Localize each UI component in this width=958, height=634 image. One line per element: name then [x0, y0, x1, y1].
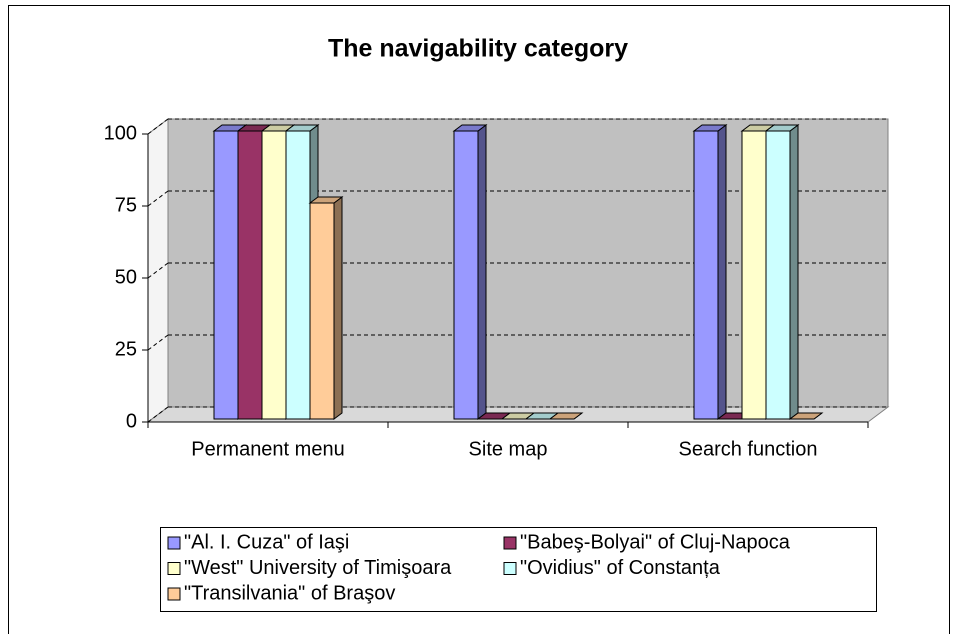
legend-label: "West" University of Timişoara	[184, 557, 452, 579]
y-tick-label: 25	[115, 338, 137, 360]
bar-side	[333, 196, 343, 420]
legend-label: "Al. I. Cuza" of Iaşi	[184, 531, 349, 553]
bar	[788, 412, 824, 420]
x-tick-label: Search function	[679, 438, 818, 460]
x-tick-label: Permanent menu	[191, 438, 344, 460]
bar-top	[548, 412, 584, 420]
bar	[308, 196, 344, 420]
y-tick-label: 0	[126, 410, 137, 432]
bar-top	[788, 412, 824, 420]
y-tick-label: 100	[104, 122, 137, 144]
legend	[160, 527, 877, 612]
bar	[548, 412, 584, 420]
legend-swatch	[503, 536, 517, 550]
bar	[692, 124, 728, 420]
y-tick-label: 50	[115, 266, 137, 288]
legend-label: "Transilvania" of Braşov	[184, 582, 395, 604]
bar-side	[789, 124, 799, 420]
bar-front	[261, 130, 287, 420]
bar-side	[717, 124, 727, 420]
bar-front	[309, 202, 335, 420]
legend-swatch	[167, 536, 181, 550]
bar-front	[213, 130, 239, 420]
bar-front	[237, 130, 263, 420]
legend-label: "Ovidius" of Constanța	[520, 557, 721, 579]
bar-front	[741, 130, 767, 420]
bar-front	[285, 130, 311, 420]
y-tick-label: 75	[115, 194, 137, 216]
bar-front	[765, 130, 791, 420]
bar	[764, 124, 800, 420]
legend-swatch	[503, 562, 517, 575]
x-tick-label: Site map	[469, 438, 548, 460]
bar-front	[693, 130, 719, 420]
bar-side	[477, 124, 487, 420]
bar	[452, 124, 488, 420]
side-wall	[147, 118, 169, 423]
legend-swatch	[167, 587, 181, 601]
legend-swatch	[167, 562, 181, 575]
legend-label: "Babeş-Bolyai" of Cluj-Napoca	[520, 531, 791, 553]
chart-title: The navigability category	[328, 35, 628, 63]
bar-front	[453, 130, 479, 420]
